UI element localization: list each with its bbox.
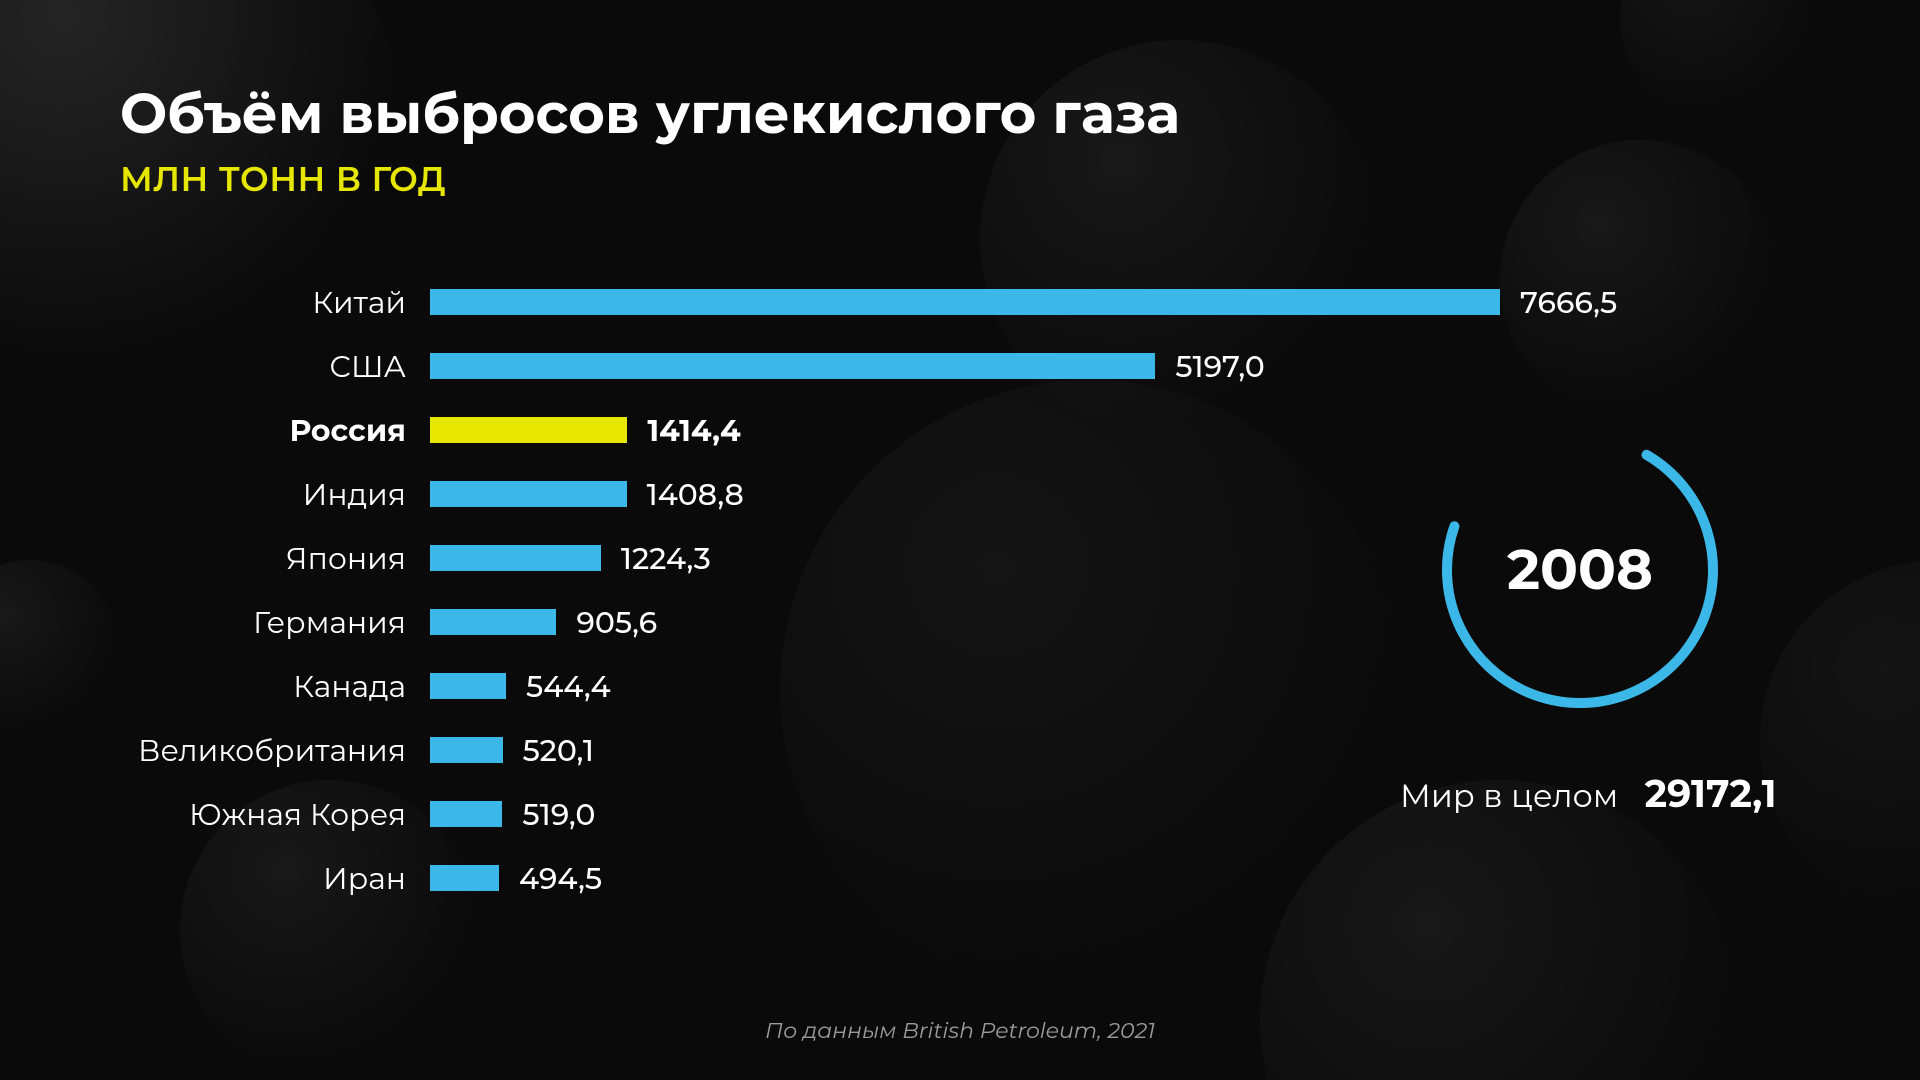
bar-value: 494,5 [519,860,602,897]
bar-label: Индия [120,476,430,513]
bar-value: 520,1 [523,732,594,769]
bar-value: 519,0 [522,796,595,833]
bar-label: Россия [120,412,430,449]
bar [430,417,627,443]
content: Объём выбросов углекислого газа МЛН ТОНН… [0,0,1920,1080]
bar-value: 1408,8 [647,476,744,513]
source-footer: По данным British Petroleum, 2021 [0,1017,1920,1044]
chart-title: Объём выбросов углекислого газа [120,80,1800,148]
bar [430,481,627,507]
bar [430,801,502,827]
bar-track: 5197,0 [430,348,1800,385]
bar-row: Иран 494,5 [120,846,1800,910]
bar-label: Китай [120,284,430,321]
bar [430,737,503,763]
bar-label: США [120,348,430,385]
bar-label: Япония [120,540,430,577]
bar [430,865,499,891]
bar-track: 494,5 [430,860,1800,897]
bar-row: США 5197,0 [120,334,1800,398]
world-total-label: Мир в целом [1400,777,1618,816]
chart-subtitle: МЛН ТОНН В ГОД [120,158,1800,200]
bar-track: 7666,5 [430,284,1800,321]
bar-label: Великобритания [120,732,430,769]
bar-value: 7666,5 [1520,284,1617,321]
bar [430,289,1500,315]
bar [430,609,556,635]
bar [430,545,601,571]
bar-label: Южная Корея [120,796,430,833]
bar-value: 905,6 [576,604,657,641]
side-panel: 2008 Мир в целом 29172,1 [1400,430,1760,817]
bar [430,353,1155,379]
bar-value: 5197,0 [1175,348,1265,385]
bar-row: Китай 7666,5 [120,270,1800,334]
bar-label: Иран [120,860,430,897]
year-ring: 2008 [1440,430,1720,710]
bar-value: 1224,3 [621,540,711,577]
world-total-value: 29172,1 [1645,770,1777,817]
year-value: 2008 [1507,536,1653,604]
bar [430,673,506,699]
world-total: Мир в целом 29172,1 [1400,770,1760,817]
bar-value: 544,4 [526,668,611,705]
bar-label: Германия [120,604,430,641]
bar-label: Канада [120,668,430,705]
bar-value: 1414,4 [647,412,740,449]
